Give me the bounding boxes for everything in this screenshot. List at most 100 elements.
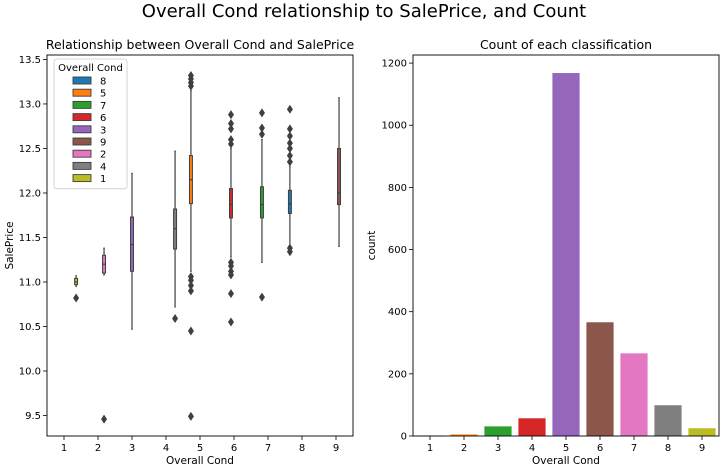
right-y-tick-label: 1000 (382, 121, 407, 132)
right-y-tick-label: 800 (388, 183, 407, 194)
outlier-point (258, 129, 265, 139)
outlier-point (286, 143, 293, 153)
left-x-tick-label: 7 (265, 443, 271, 454)
count-bar-9 (688, 428, 716, 436)
right-y-tick-label: 200 (388, 369, 407, 380)
box-plot-element-7 (258, 108, 265, 302)
legend-label: 1 (100, 174, 106, 185)
right-x-tick-label: 5 (563, 443, 569, 454)
legend-label: 6 (100, 113, 106, 124)
outlier-point (258, 292, 265, 302)
count-bar-8 (654, 405, 682, 436)
outlier-point (227, 135, 234, 145)
left-x-tick-label: 2 (95, 443, 101, 454)
right-x-tick-label: 3 (495, 443, 501, 454)
outlier-point (187, 411, 194, 421)
outlier-point (286, 104, 293, 114)
outlier-point (187, 326, 194, 336)
right-y-axis-label: count (366, 231, 378, 261)
left-x-axis-label: Overall Cond (166, 455, 234, 467)
box-plot-element-8 (286, 104, 293, 257)
outlier-point (258, 108, 265, 118)
left-axes-frame (46, 54, 354, 437)
left-x-tick-label: 6 (231, 443, 237, 454)
right-x-tick-label: 1 (427, 443, 433, 454)
left-x-tick-label: 9 (333, 443, 339, 454)
right-x-tick-label: 2 (461, 443, 467, 454)
left-y-tick-label: 11.5 (19, 233, 41, 244)
box-iqr (228, 188, 233, 219)
outlier-point (286, 131, 293, 141)
box-iqr (259, 186, 264, 219)
left-y-tick-label: 12.0 (19, 188, 41, 199)
box-plot-element-1 (73, 275, 80, 303)
left-x-tick-label: 4 (163, 443, 169, 454)
left-y-tick-label: 10.0 (19, 367, 41, 378)
outlier-point (227, 124, 234, 134)
box-plot-panel: Relationship between Overall Cond and Sa… (4, 37, 354, 467)
count-bar-2 (450, 434, 478, 436)
bar-chart-panel: Count of each classification 0 200 400 600 80… (366, 37, 720, 467)
outlier-point (172, 313, 179, 323)
outlier-point (258, 123, 265, 133)
left-chart-title: Relationship between Overall Cond and Sa… (46, 37, 355, 52)
legend-label: 7 (100, 101, 106, 112)
legend-box (53, 58, 128, 190)
figure-title: Overall Cond relationship to SalePrice, … (141, 1, 587, 22)
left-y-tick-label: 12.5 (19, 144, 41, 155)
right-axes-frame (412, 54, 720, 437)
box-plot-element-4 (172, 150, 179, 323)
outlier-point (227, 289, 234, 299)
right-x-tick-label: 4 (529, 443, 535, 454)
outlier-point (286, 138, 293, 148)
legend-label: 3 (100, 125, 106, 136)
left-x-tick-label: 3 (129, 443, 135, 454)
box-plot-element-2 (101, 247, 108, 424)
right-y-tick-label: 1200 (382, 59, 407, 70)
right-y-tick-label: 400 (388, 307, 407, 318)
outlier-point (227, 119, 234, 129)
left-x-tick-label: 1 (61, 443, 67, 454)
legend-swatch (72, 88, 92, 97)
legend-label: 4 (100, 162, 106, 173)
right-y-tick-label: 0 (401, 432, 407, 443)
right-chart-title: Count of each classification (480, 37, 652, 52)
outlier-point (286, 124, 293, 134)
outlier-point (187, 275, 194, 285)
box-plot-element-9 (337, 97, 342, 247)
outlier-point (227, 261, 234, 271)
left-x-tick-label: 5 (197, 443, 203, 454)
legend-title: Overall Cond (58, 63, 123, 74)
legend-label: 2 (100, 150, 106, 161)
right-x-tick-label: 9 (699, 443, 705, 454)
right-x-tick-label: 7 (631, 443, 637, 454)
legend-swatch (72, 113, 92, 122)
legend-swatch (72, 100, 92, 109)
outlier-point (286, 247, 293, 257)
left-x-tick-label: 8 (299, 443, 305, 454)
outlier-point (227, 110, 234, 120)
left-y-tick-label: 10.5 (19, 322, 41, 333)
legend-swatch (72, 161, 92, 170)
outlier-point (227, 270, 234, 280)
legend-label: 8 (100, 77, 106, 88)
legend-swatch (72, 137, 92, 146)
left-y-tick-label: 13.0 (19, 99, 41, 110)
count-bar-4 (518, 418, 546, 436)
box-plot-element-6 (227, 110, 234, 327)
left-y-axis-label: SalePrice (4, 221, 16, 269)
outlier-point (286, 151, 293, 161)
right-x-tick-label: 8 (665, 443, 671, 454)
left-y-tick-label: 11.0 (19, 277, 41, 288)
outlier-point (73, 293, 80, 303)
legend-label: 9 (100, 138, 106, 149)
count-bar-5 (552, 73, 580, 436)
box-plot-element-3 (130, 172, 134, 330)
legend-swatch (72, 149, 92, 158)
outlier-point (187, 70, 194, 80)
right-y-tick-label: 600 (388, 245, 407, 256)
left-y-tick-label: 9.5 (25, 411, 41, 422)
outlier-point (187, 281, 194, 291)
